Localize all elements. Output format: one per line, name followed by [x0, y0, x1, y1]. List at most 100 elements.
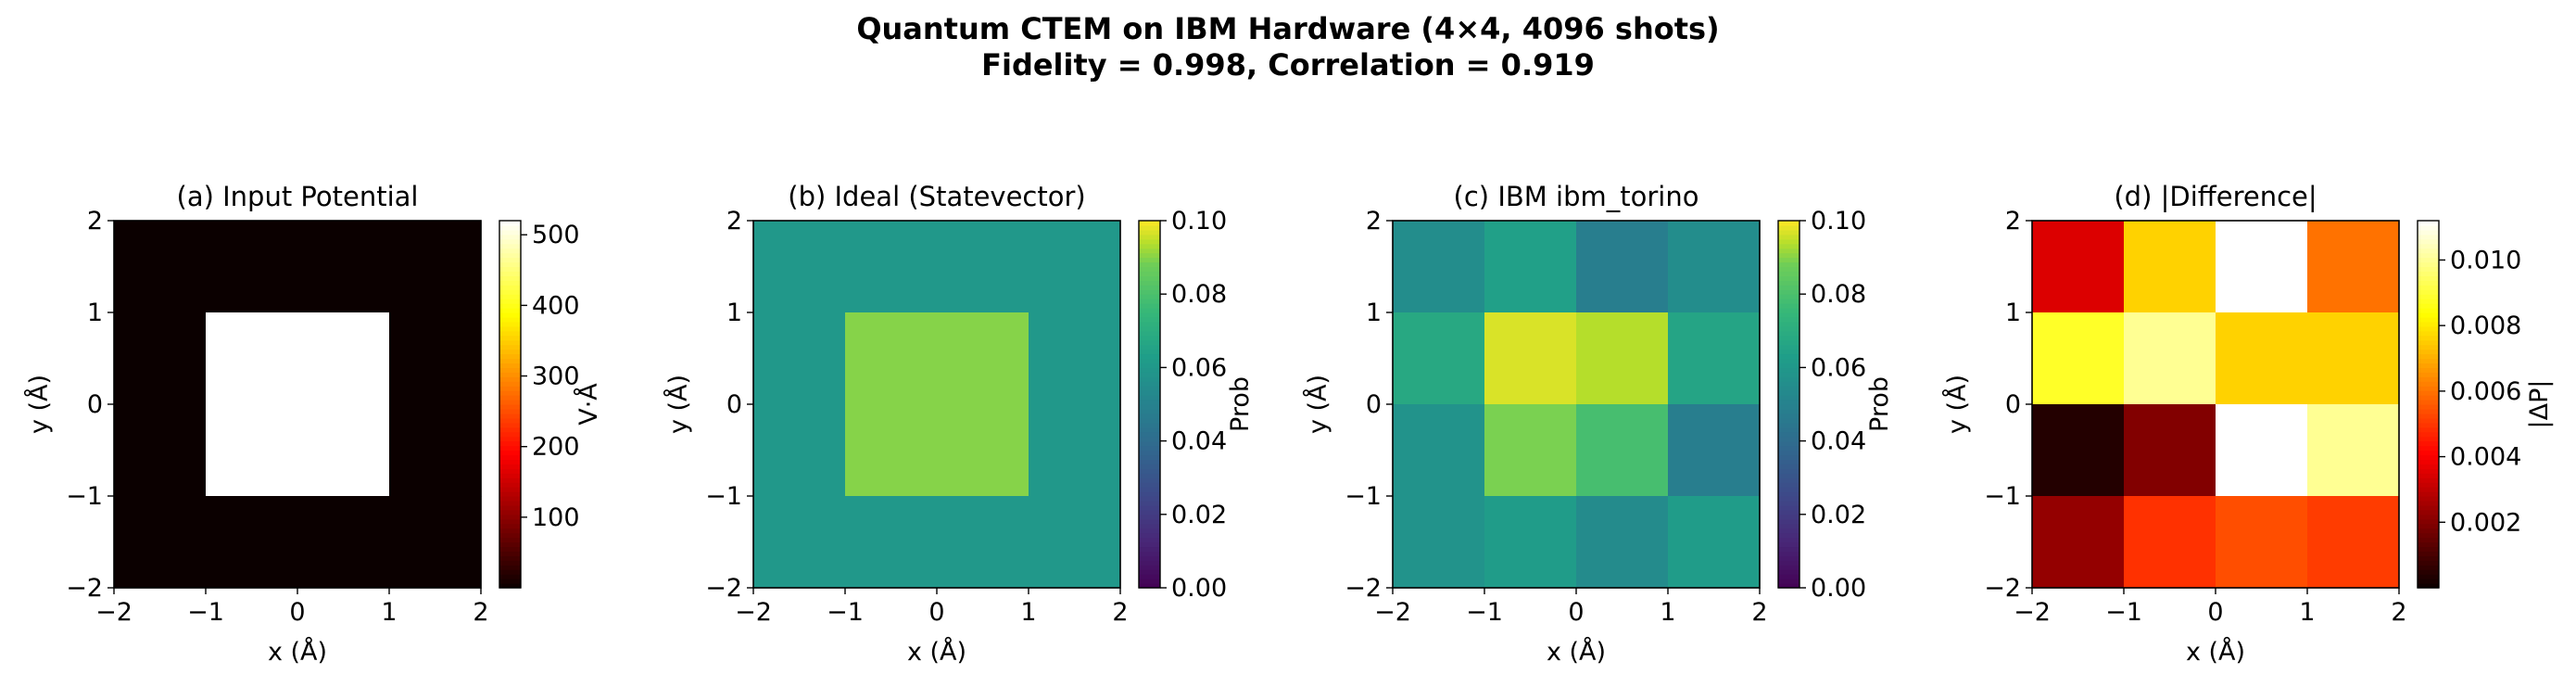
colorbar-band [499, 224, 521, 231]
colorbar-band [499, 583, 521, 589]
colorbar-band [499, 372, 521, 377]
colorbar-band [2418, 243, 2439, 249]
heatmap-cell [297, 221, 390, 313]
y-tick-label: 0 [2005, 390, 2021, 419]
x-tick-label: −1 [2105, 598, 2142, 627]
colorbar-band [499, 344, 521, 350]
heatmap-cell [2216, 404, 2308, 497]
colorbar-band [1139, 372, 1160, 377]
y-axis-label: y (Å) [1942, 375, 1972, 434]
colorbar-band [499, 316, 521, 323]
colorbar-tick-label: 300 [532, 363, 580, 391]
colorbar-band [1778, 261, 1799, 268]
colorbar-band [2418, 431, 2439, 438]
colorbar-band [1778, 294, 1799, 299]
colorbar-band [1778, 487, 1799, 492]
colorbar-band [499, 532, 521, 539]
colorbar-band [2418, 261, 2439, 268]
colorbar-band [1778, 358, 1799, 364]
colorbar-band [499, 551, 521, 556]
y-tick-label: 0 [726, 390, 742, 419]
colorbar-band [2418, 344, 2439, 350]
colorbar-band [1778, 299, 1799, 304]
x-tick-label: −2 [2014, 598, 2051, 627]
heatmap-cell [297, 312, 390, 405]
heatmap-cell [1668, 404, 1761, 497]
colorbar-band [1778, 243, 1799, 249]
colorbar-band [499, 523, 521, 529]
colorbar-band [2418, 569, 2439, 575]
colorbar-band [1778, 555, 1799, 561]
y-tick-label: −2 [1984, 574, 2021, 603]
x-axis-label: x (Å) [268, 637, 327, 667]
colorbar-label: |ΔP| [2525, 380, 2554, 429]
colorbar-band [2418, 537, 2439, 543]
x-tick-label: 2 [1112, 598, 1128, 627]
colorbar-band [499, 569, 521, 575]
colorbar-band [2418, 477, 2439, 483]
colorbar-band [2418, 335, 2439, 341]
colorbar-band [2418, 560, 2439, 566]
colorbar-tick-label: 0.02 [1811, 501, 1866, 529]
colorbar-band [499, 504, 521, 511]
colorbar-band [2418, 229, 2439, 235]
colorbar-label: Prob [1226, 376, 1255, 432]
colorbar-band [1778, 413, 1799, 419]
colorbar-band [1139, 431, 1160, 438]
colorbar-band [2418, 413, 2439, 419]
colorbar-band [1139, 321, 1160, 327]
colorbar-band [1139, 339, 1160, 346]
colorbar-band [1139, 325, 1160, 332]
colorbar-band [1778, 353, 1799, 360]
colorbar-band [1139, 496, 1160, 502]
colorbar-band [1778, 252, 1799, 259]
colorbar-band [1139, 229, 1160, 235]
colorbar-band [1139, 316, 1160, 323]
colorbar-frame [1138, 220, 1161, 589]
colorbar-band [2418, 299, 2439, 304]
x-axis-label: x (Å) [2186, 637, 2245, 667]
colorbar-band [2418, 221, 2439, 226]
heatmap-cell [845, 496, 938, 589]
y-tick-label: 1 [726, 299, 742, 327]
colorbar-band [2418, 454, 2439, 460]
heatmap-cell [206, 404, 298, 497]
colorbar-band [2418, 252, 2439, 259]
colorbar-band [1139, 450, 1160, 456]
x-tick-label: 0 [289, 598, 305, 627]
colorbar-band [2418, 353, 2439, 360]
heatmap-cell [845, 312, 938, 405]
colorbar-tick-label: 0.04 [1171, 427, 1227, 456]
heatmap-cell [845, 404, 938, 497]
heatmap-cell [1393, 404, 1485, 497]
figure-subtitle: Fidelity = 0.998, Correlation = 0.919 [981, 47, 1595, 83]
colorbar-band [1778, 436, 1799, 442]
colorbar-band [1778, 546, 1799, 552]
colorbar-band [1139, 504, 1160, 511]
colorbar-band [499, 275, 521, 281]
colorbar-band [1778, 229, 1799, 235]
colorbar-band [1139, 518, 1160, 525]
colorbar-band [2418, 289, 2439, 295]
colorbar-band [499, 454, 521, 460]
colorbar-band [1139, 551, 1160, 556]
colorbar-band [499, 565, 521, 570]
heatmap-cell [1484, 404, 1577, 497]
x-tick-label: −2 [95, 598, 133, 627]
colorbar-band [2418, 400, 2439, 405]
colorbar-band [2418, 238, 2439, 245]
colorbar-band [1778, 289, 1799, 295]
colorbar-band [499, 579, 521, 584]
colorbar-band [499, 299, 521, 304]
colorbar-band [2418, 271, 2439, 276]
heatmap-cell [937, 496, 1029, 589]
colorbar-band [2418, 248, 2439, 254]
colorbar-band [499, 289, 521, 295]
colorbar-band [1139, 248, 1160, 254]
colorbar-band [1778, 363, 1799, 368]
colorbar-band [1778, 565, 1799, 570]
colorbar-band [2418, 376, 2439, 382]
colorbar-band [1139, 312, 1160, 318]
heatmap-cell [389, 496, 482, 589]
colorbar-band [1139, 221, 1160, 226]
